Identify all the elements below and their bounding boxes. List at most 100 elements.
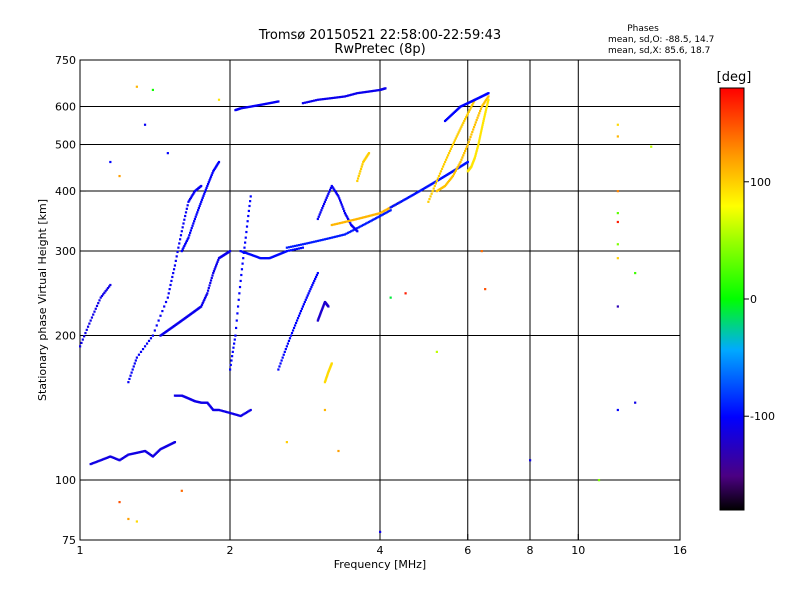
data-point <box>364 157 367 160</box>
data-point <box>434 182 437 185</box>
data-point <box>486 100 490 103</box>
data-point <box>485 97 488 101</box>
data-point <box>147 339 151 343</box>
data-point <box>280 359 283 362</box>
data-point <box>377 215 380 218</box>
data-point <box>481 121 485 124</box>
data-point <box>359 91 362 94</box>
data-point <box>238 285 242 289</box>
data-point <box>337 96 340 99</box>
data-point <box>301 305 305 308</box>
colorbar-ticks: 100 0 -100 <box>744 176 775 423</box>
data-point <box>376 212 379 215</box>
data-point <box>291 329 295 332</box>
data-point <box>259 103 262 106</box>
data-point <box>325 375 328 379</box>
data-point <box>616 408 619 412</box>
data-point <box>356 217 359 221</box>
data-point <box>485 107 488 110</box>
data-point <box>299 309 303 313</box>
data-point <box>404 198 407 201</box>
data-point <box>322 303 326 306</box>
data-point <box>95 304 99 308</box>
data-point <box>294 321 298 325</box>
data-point <box>444 183 448 186</box>
data-point <box>471 163 474 166</box>
data-point <box>118 500 121 504</box>
data-point <box>354 92 357 95</box>
data-point <box>295 244 299 247</box>
data-point <box>408 195 411 199</box>
data-point <box>365 90 368 94</box>
data-point <box>112 456 115 460</box>
data-point <box>319 312 322 315</box>
data-point <box>323 97 327 101</box>
data-point <box>196 209 200 212</box>
data-point <box>339 222 342 225</box>
data-point <box>170 279 173 283</box>
data-point <box>106 456 110 459</box>
data-point <box>354 218 357 221</box>
data-point <box>478 137 481 140</box>
data-point <box>363 216 366 219</box>
data-point <box>337 234 340 238</box>
data-point <box>473 156 477 159</box>
data-point <box>450 176 454 179</box>
data-point <box>295 247 299 251</box>
data-point <box>216 163 219 166</box>
data-point <box>183 244 186 248</box>
data-point <box>388 206 391 210</box>
x-tick-label: 8 <box>527 544 534 557</box>
data-point <box>340 203 343 206</box>
data-point <box>220 409 223 412</box>
data-point <box>373 89 376 92</box>
data-point <box>229 411 232 415</box>
data-point <box>169 283 172 287</box>
data-point <box>296 317 300 320</box>
data-point <box>321 307 324 310</box>
data-point <box>235 413 238 416</box>
data-point <box>247 214 250 218</box>
data-point <box>484 100 487 103</box>
data-point <box>475 151 478 154</box>
data-point <box>366 90 369 93</box>
data-point <box>335 96 338 99</box>
data-point <box>374 217 378 220</box>
data-point <box>248 409 251 412</box>
data-point <box>245 411 249 414</box>
data-point <box>479 107 483 110</box>
data-point <box>127 517 130 521</box>
data-point <box>192 222 195 225</box>
data-point <box>369 214 372 217</box>
data-point <box>366 215 369 218</box>
data-point <box>438 172 442 175</box>
data-point <box>440 167 444 171</box>
data-point <box>362 159 366 162</box>
data-point <box>139 350 143 353</box>
data-point <box>323 238 327 241</box>
data-point <box>445 182 449 185</box>
data-point <box>385 208 388 211</box>
data-point <box>341 205 344 208</box>
data-point <box>171 275 174 279</box>
data-point <box>453 139 456 142</box>
data-point <box>291 248 295 251</box>
data-point <box>131 368 134 371</box>
data-point <box>616 305 619 308</box>
data-point <box>476 116 479 119</box>
data-point <box>340 95 343 98</box>
data-point <box>248 253 251 256</box>
data-point <box>236 414 240 417</box>
data-point <box>205 186 208 190</box>
data-point <box>243 412 246 415</box>
data-point <box>293 244 297 248</box>
data-point <box>372 89 375 93</box>
data-point <box>386 207 390 210</box>
data-point <box>469 135 472 139</box>
data-point <box>204 188 207 191</box>
data-point <box>342 207 345 210</box>
data-point <box>413 192 417 195</box>
y-axis-label: Stationary phase Virtual Height [km] <box>36 199 49 401</box>
data-point <box>302 303 305 306</box>
data-point <box>270 101 273 104</box>
